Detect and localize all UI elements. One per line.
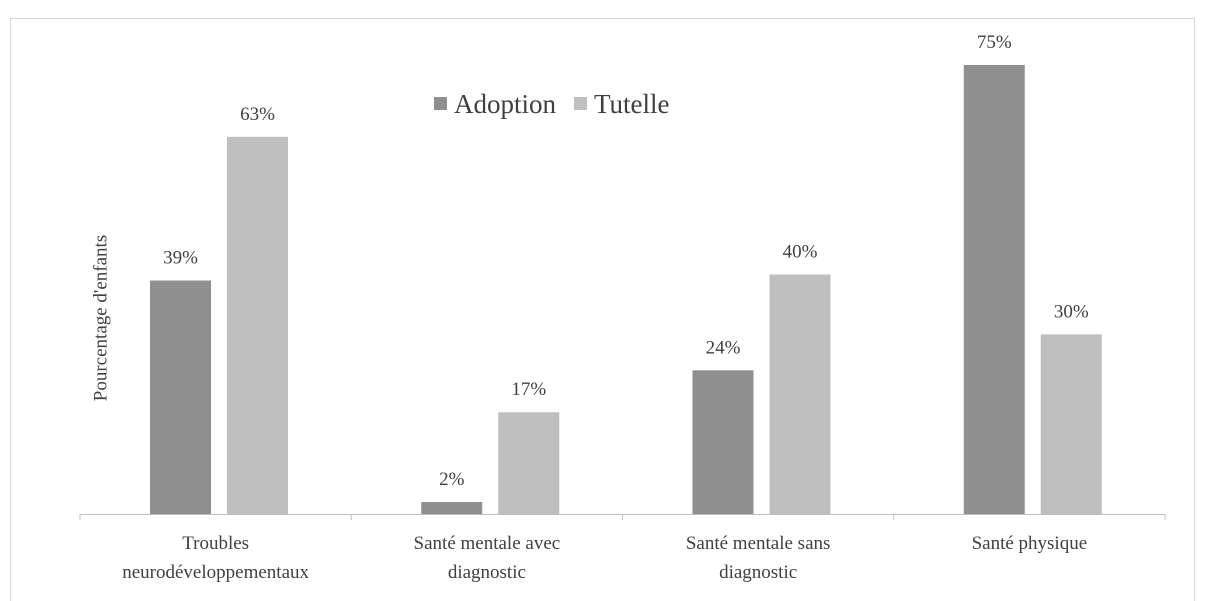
bar bbox=[692, 370, 754, 514]
bar bbox=[963, 65, 1025, 514]
value-label: 39% bbox=[163, 248, 198, 269]
bar bbox=[227, 136, 288, 514]
x-tick-label: Santé mentale sans bbox=[686, 533, 831, 554]
value-label: 24% bbox=[706, 337, 741, 358]
value-label: 30% bbox=[1054, 301, 1089, 322]
legend-label: Tutelle bbox=[594, 89, 670, 119]
y-axis-label: Pourcentage d'enfants bbox=[90, 235, 111, 401]
value-label: 17% bbox=[511, 379, 546, 400]
chart-frame bbox=[10, 18, 1195, 601]
value-label: 63% bbox=[240, 104, 275, 125]
bar bbox=[769, 274, 831, 514]
legend-swatch bbox=[574, 97, 588, 110]
x-tick-label: Santé mentale avec bbox=[414, 533, 561, 554]
x-tick-label: neurodéveloppementaux bbox=[122, 562, 309, 583]
bar bbox=[150, 280, 211, 514]
bar bbox=[1040, 334, 1102, 514]
value-label: 75% bbox=[977, 32, 1012, 53]
bar bbox=[421, 502, 483, 514]
value-label: 2% bbox=[439, 469, 465, 490]
value-label: 40% bbox=[783, 242, 818, 263]
bar bbox=[498, 412, 560, 514]
x-tick-label: diagnostic bbox=[448, 562, 526, 583]
legend-label: Adoption bbox=[454, 89, 557, 119]
legend-swatch bbox=[434, 97, 447, 110]
x-tick-label: diagnostic bbox=[719, 562, 797, 583]
x-tick-label: Santé physique bbox=[972, 533, 1088, 554]
x-tick-label: Troubles bbox=[182, 533, 249, 554]
